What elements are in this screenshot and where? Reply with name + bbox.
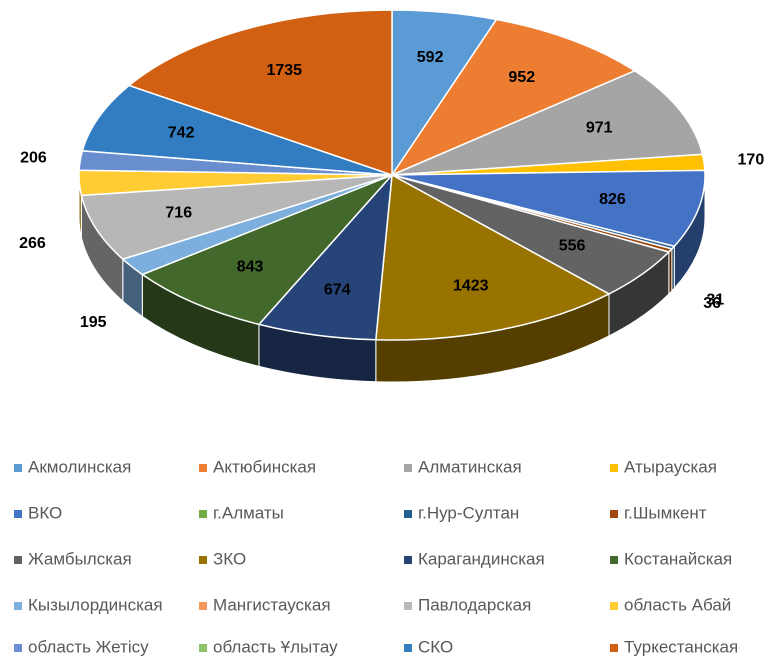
data-label: 971: [586, 119, 613, 136]
legend-swatch: [610, 510, 618, 518]
legend-label: Кызылординская: [28, 595, 163, 614]
legend-label: Алматинская: [418, 457, 522, 476]
legend-label: Павлодарская: [418, 595, 531, 614]
legend-label: г.Шымкент: [624, 503, 707, 522]
data-label: 206: [20, 150, 47, 167]
legend-swatch: [14, 602, 22, 610]
pie-slice: [391, 69, 704, 176]
legend-label: г.Алматы: [213, 503, 284, 522]
legend-label: Акмолинская: [28, 457, 131, 476]
data-label: 31: [706, 292, 724, 309]
data-label: 266: [19, 235, 46, 252]
legend-label: Туркестанская: [624, 637, 738, 656]
legend-label: СКО: [418, 637, 453, 656]
pie-slice: [391, 169, 706, 248]
pie-slice: [81, 84, 393, 176]
legend-swatch: [404, 644, 412, 652]
pie-slice: [374, 173, 611, 341]
legend-swatch: [610, 644, 618, 652]
legend-swatch: [404, 602, 412, 610]
legend-label: область Ұлытау: [213, 637, 338, 656]
legend-swatch: [199, 602, 207, 610]
legend-swatch: [14, 510, 22, 518]
legend-label: Мангистауская: [213, 595, 331, 614]
data-label: 556: [559, 238, 586, 255]
pie-slice: [389, 18, 637, 177]
data-label: 195: [80, 314, 107, 331]
legend-swatch: [404, 510, 412, 518]
legend-label: Атырауская: [624, 457, 717, 476]
data-label: 592: [417, 49, 444, 66]
legend-label: область Абай: [624, 595, 731, 614]
data-label: 742: [168, 124, 195, 141]
data-label: 952: [508, 69, 535, 86]
pie-slice: [80, 174, 393, 261]
legend-label: ВКО: [28, 503, 62, 522]
legend-label: Карагандинская: [418, 549, 545, 568]
data-label: 826: [599, 191, 626, 208]
legend-swatch: [199, 644, 207, 652]
data-label: 674: [324, 281, 351, 298]
legend-label: Костанайская: [624, 549, 732, 568]
legend-swatch: [14, 644, 22, 652]
legend-label: Жамбылская: [28, 549, 132, 568]
legend-label: Актюбинская: [213, 457, 316, 476]
legend-swatch: [199, 510, 207, 518]
pie-slice: [257, 172, 393, 341]
pie-slice: [140, 174, 393, 326]
legend-swatch: [610, 556, 618, 564]
legend-swatch: [199, 464, 207, 472]
data-label: 716: [165, 205, 192, 222]
legend-swatch: [610, 464, 618, 472]
legend-swatch: [14, 556, 22, 564]
legend-swatch: [610, 602, 618, 610]
legend-swatch: [199, 556, 207, 564]
data-label: 843: [237, 259, 264, 276]
legend-swatch: [404, 556, 412, 564]
data-label: 170: [738, 152, 765, 169]
pie-sides: [78, 174, 706, 383]
data-label: 1423: [453, 278, 489, 295]
legend-swatch: [404, 464, 412, 472]
pie-slice: [127, 9, 393, 177]
data-label: 36: [703, 295, 721, 312]
pie-tops: [78, 9, 706, 341]
legend-label: г.Нур-Султан: [418, 503, 519, 522]
legend-label: ЗКО: [213, 549, 246, 568]
legend-swatch: [14, 464, 22, 472]
legend-label: область Жетісу: [28, 637, 149, 656]
data-label: 1735: [266, 62, 302, 79]
